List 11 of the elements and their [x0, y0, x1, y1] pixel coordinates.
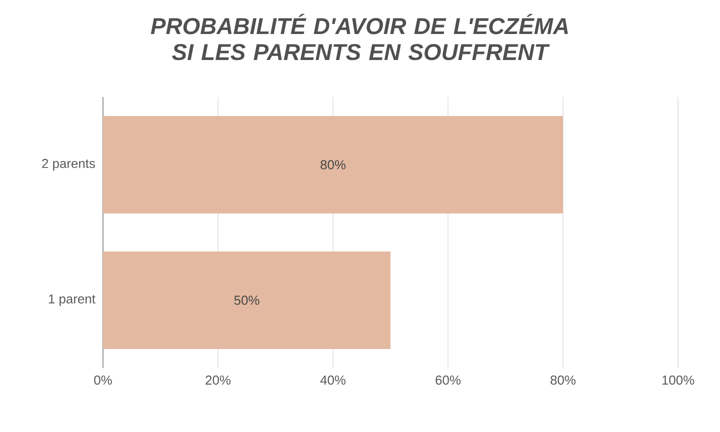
- x-tick-label: 80%: [550, 376, 576, 385]
- x-tick-label: 100%: [662, 376, 694, 385]
- y-tick-label: 1 parent: [48, 294, 96, 306]
- x-tick-label: 20%: [206, 376, 231, 385]
- x-tick-label: 40%: [320, 376, 346, 385]
- x-tick-label: 60%: [436, 376, 461, 385]
- data-label: 80%: [320, 160, 346, 170]
- y-tick-label: 2 parents: [42, 158, 96, 171]
- chart-title: PROBABILITÉ D'AVOIR DE L'ECZÉMA SI LES PARENTS EN SOUFFRENT: [150, 14, 568, 60]
- data-label: 50%: [234, 296, 260, 305]
- x-tick-label: 0%: [94, 376, 112, 385]
